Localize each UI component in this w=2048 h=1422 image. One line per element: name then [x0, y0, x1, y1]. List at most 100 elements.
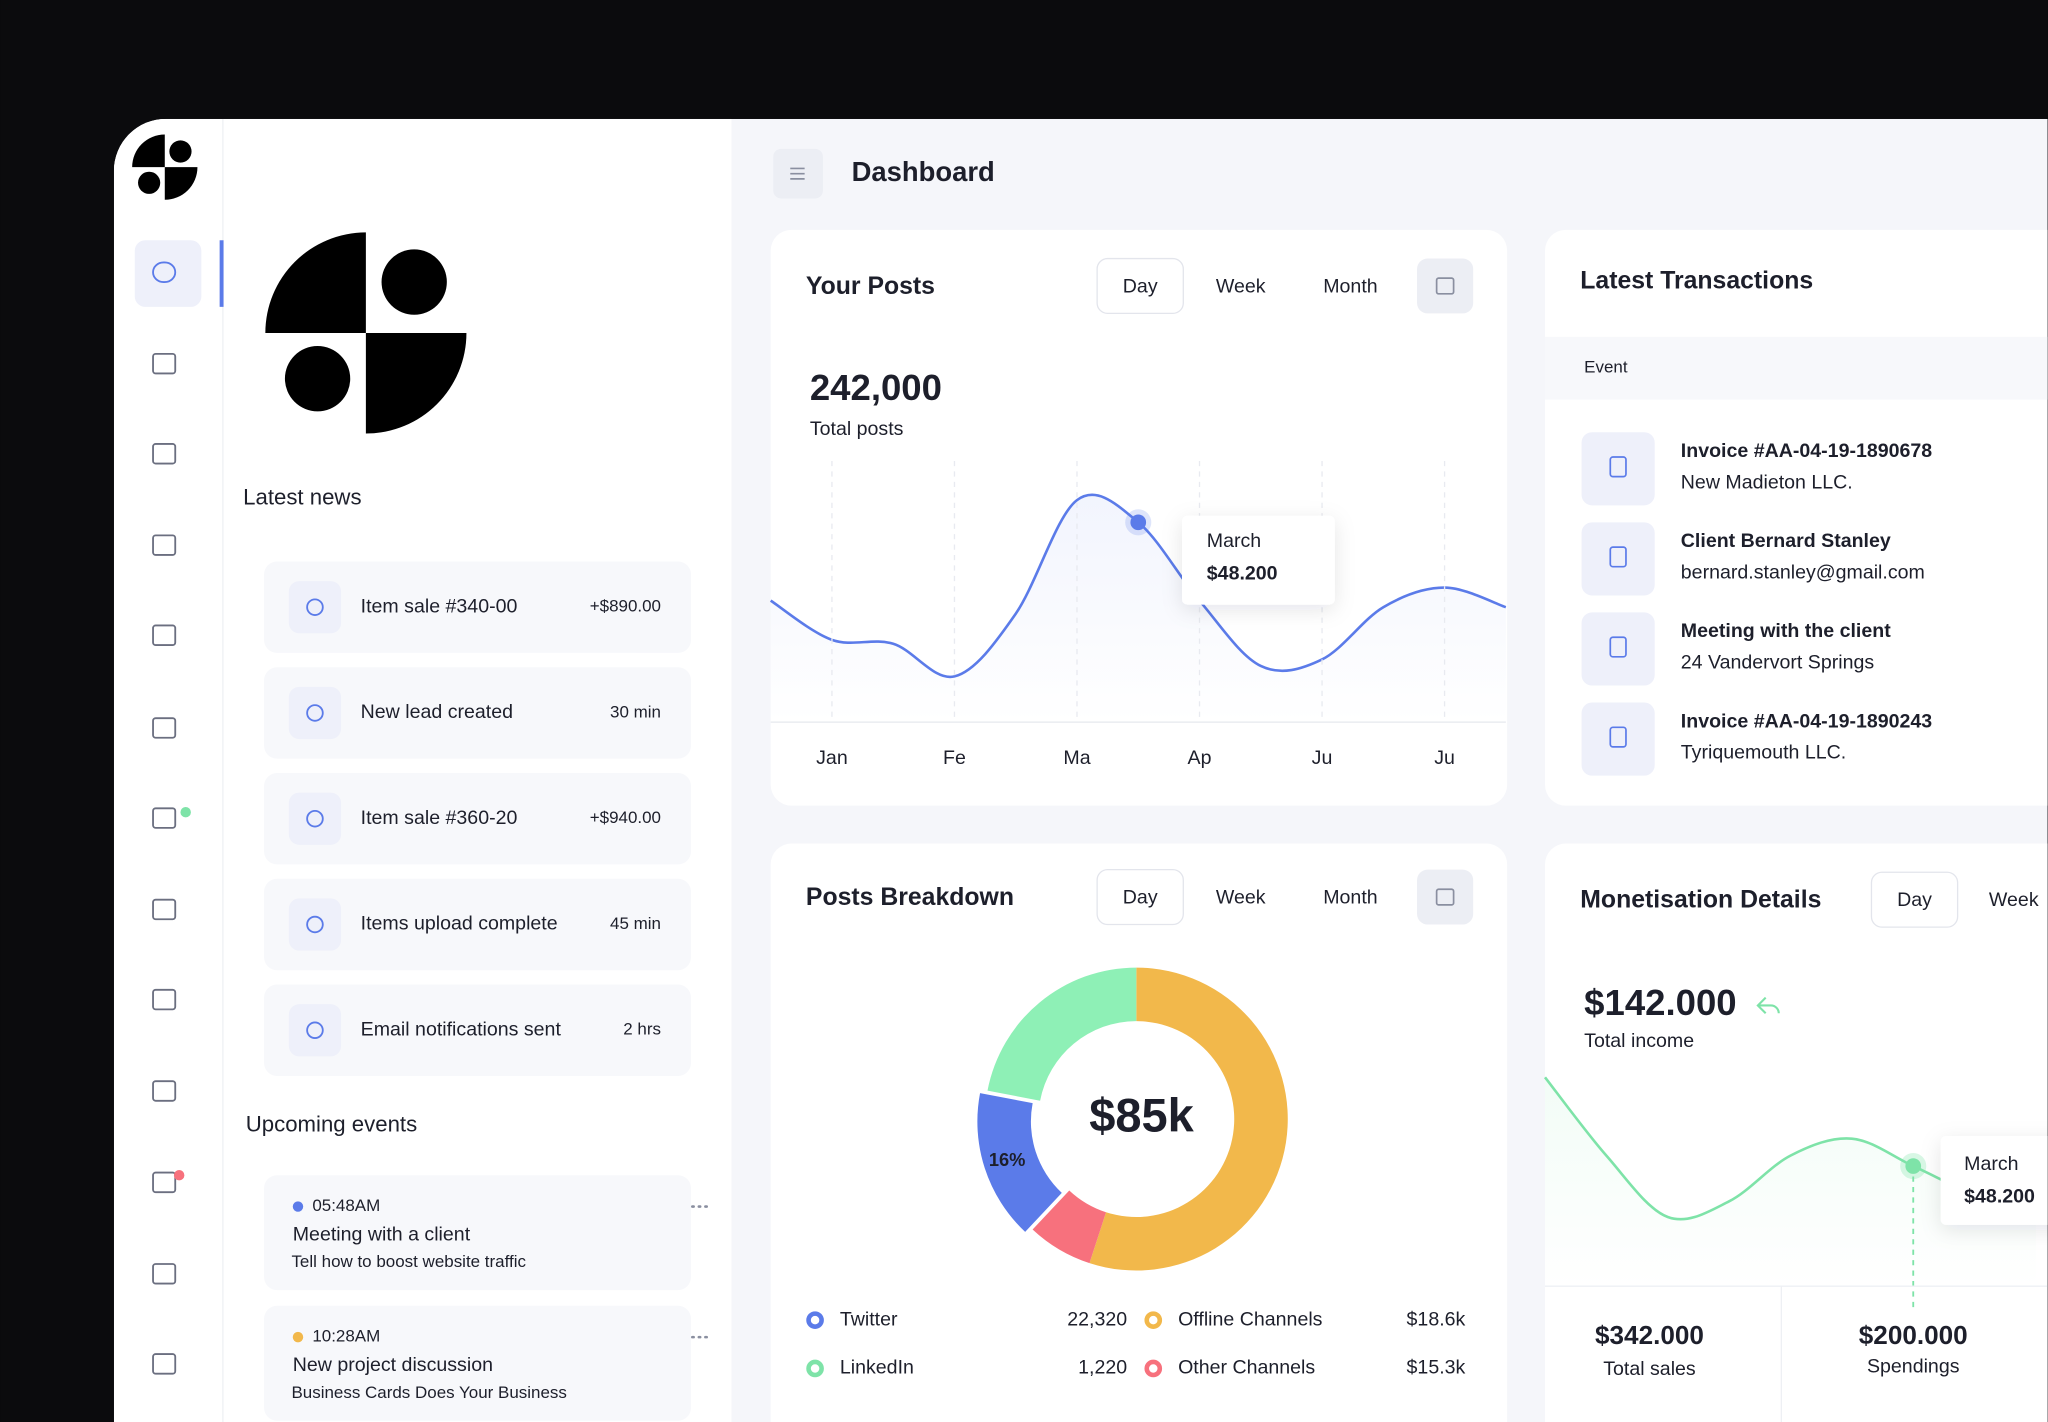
nav-icon[interactable]: [152, 717, 177, 739]
tab: Week: [1989, 889, 2039, 911]
x-tick-label: Ju: [1434, 747, 1455, 769]
x-tick-label: Jan: [816, 747, 848, 769]
event-title: New project discussion: [293, 1354, 493, 1376]
icon-glyph: [1609, 726, 1627, 748]
transaction-sub: Tyriquemouth LLC.: [1681, 742, 1846, 764]
event-card[interactable]: [264, 1175, 692, 1291]
page-title: Dashboard: [852, 156, 995, 187]
card-title: Latest Transactions: [1580, 268, 1813, 295]
icon-glyph: [1609, 456, 1627, 478]
event-dot: [292, 1331, 304, 1343]
news-icon: [288, 792, 342, 845]
nav-icon[interactable]: [152, 261, 177, 283]
nav-icon[interactable]: [152, 443, 177, 465]
nav-icon[interactable]: [152, 1171, 177, 1194]
icon-glyph: [1609, 636, 1627, 658]
tab: Day: [1897, 889, 1932, 911]
breakdown-card: [770, 843, 1508, 1422]
legend-value: $15.3k: [1407, 1357, 1466, 1379]
nav-icon[interactable]: [152, 352, 177, 375]
news-meta: 30 min: [610, 702, 661, 721]
logo-small: [132, 134, 198, 200]
icon-glyph: [306, 809, 324, 828]
event-title: Meeting with a client: [293, 1223, 471, 1245]
legend-name: Offline Channels: [1178, 1308, 1323, 1330]
nav-indicator: [219, 240, 224, 307]
calendar-button[interactable]: [1417, 258, 1474, 314]
news-meta: 45 min: [610, 914, 661, 933]
news-label: New lead created: [361, 701, 513, 723]
nav-icon[interactable]: [152, 1263, 177, 1285]
tab-selected[interactable]: [1870, 871, 1959, 928]
icon-glyph: [306, 598, 324, 616]
event-card[interactable]: [264, 1305, 692, 1421]
donut-segment: [977, 1093, 1062, 1232]
donut-segment: [1032, 1190, 1107, 1264]
transaction-sub: New Madieton LLC.: [1681, 471, 1853, 493]
news-label: Item sale #360-20: [361, 807, 518, 829]
legend-name: Twitter: [840, 1308, 898, 1330]
nav-icon[interactable]: [152, 898, 177, 921]
calendar-button[interactable]: [1417, 869, 1474, 925]
nav-icon[interactable]: [152, 988, 177, 1011]
tooltip-value: $48.200: [1964, 1186, 2035, 1208]
section-title: Latest news: [243, 485, 361, 510]
total-label: Total posts: [810, 418, 904, 440]
tab: Day: [1123, 275, 1158, 297]
transaction-icon: [1581, 432, 1655, 506]
transaction-sub: bernard.stanley@gmail.com: [1681, 561, 1925, 583]
nav-icon[interactable]: [152, 534, 177, 556]
tab: Month: [1323, 887, 1377, 909]
news-item[interactable]: [264, 984, 692, 1076]
news-item[interactable]: [264, 667, 692, 759]
area: [770, 494, 1506, 723]
donut-segment: [987, 967, 1137, 1101]
stat-label: Total sales: [1603, 1358, 1696, 1380]
calendar-icon: [1435, 277, 1455, 295]
transaction-icon: [1581, 522, 1655, 596]
legend-name: Other Channels: [1178, 1357, 1315, 1379]
stat-value: $342.000: [1595, 1320, 1704, 1350]
nav-active[interactable]: [134, 240, 202, 307]
legend-value: 1,220: [1078, 1357, 1127, 1379]
news-icon: [288, 898, 342, 951]
x-tick-label: Ap: [1188, 747, 1212, 769]
event-time: 10:28AM: [312, 1327, 380, 1346]
legend-value: $18.6k: [1407, 1308, 1466, 1330]
news-item[interactable]: [264, 561, 692, 653]
transaction-title: Invoice #AA-04-19-1890678: [1681, 440, 1933, 462]
nav-icon[interactable]: [152, 1353, 177, 1375]
nav-icon[interactable]: [152, 624, 177, 646]
tooltip-value: $48.200: [1207, 563, 1278, 585]
stat-value: $200.000: [1859, 1320, 1968, 1350]
nav-icon[interactable]: [152, 1080, 177, 1102]
legend-dot: [1144, 1311, 1163, 1329]
transaction-title: Invoice #AA-04-19-1890243: [1681, 710, 1933, 732]
card-title: Your Posts: [806, 273, 935, 300]
news-item[interactable]: [264, 878, 692, 971]
trend-icon: [1756, 996, 1780, 1015]
transaction-title: Meeting with the client: [1681, 620, 1891, 642]
icon-glyph: [306, 915, 324, 934]
tooltip-label: March: [1964, 1153, 2018, 1175]
event-desc: Tell how to boost website traffic: [291, 1252, 526, 1271]
transaction-title: Client Bernard Stanley: [1681, 530, 1891, 552]
news-item[interactable]: [264, 773, 692, 865]
tooltip-label: March: [1207, 530, 1261, 552]
legend-name: LinkedIn: [840, 1357, 914, 1379]
card-title: Monetisation Details: [1580, 887, 1821, 914]
card-title: Posts Breakdown: [806, 884, 1014, 911]
total-label: Total income: [1584, 1030, 1694, 1052]
tab: Week: [1216, 887, 1266, 909]
app-window: Dashboard Latest news Item sale #340-00 +$…: [113, 118, 2048, 1422]
nav-icon[interactable]: [152, 807, 177, 829]
donut-segment: [1089, 967, 1288, 1271]
x-tick-label: Ma: [1063, 747, 1090, 769]
tab-selected[interactable]: [1096, 257, 1184, 315]
tab-selected[interactable]: [1096, 869, 1184, 926]
news-icon: [288, 1004, 342, 1057]
logo-large: [265, 232, 467, 434]
stat-label: Spendings: [1867, 1355, 1960, 1377]
